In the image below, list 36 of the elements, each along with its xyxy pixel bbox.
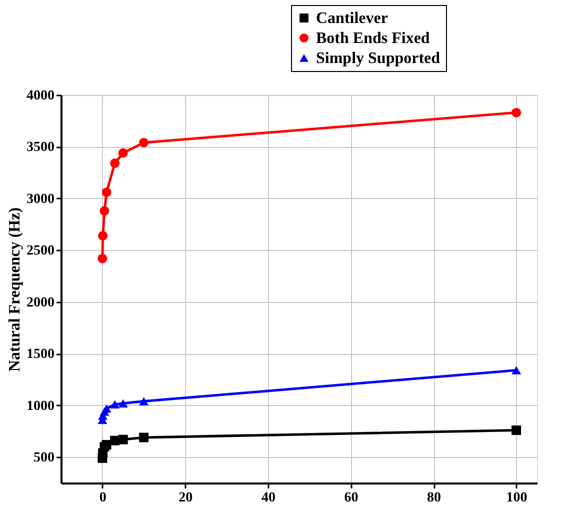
y-tick-label: 2500 xyxy=(26,244,54,259)
point xyxy=(139,432,149,442)
point xyxy=(139,138,149,148)
x-tick-label: 80 xyxy=(427,490,442,506)
point xyxy=(512,108,522,118)
point xyxy=(110,158,120,168)
y-tick-label: 1500 xyxy=(26,347,54,362)
y-tick-label: 1000 xyxy=(26,398,54,414)
point xyxy=(102,440,112,450)
y-axis-title: Natural Frequency (Hz) xyxy=(6,207,24,372)
point xyxy=(110,400,120,408)
point xyxy=(118,399,128,408)
x-tick-label: 60 xyxy=(344,490,358,506)
point xyxy=(98,254,108,264)
legend-label: Simply Supported xyxy=(316,50,440,67)
legend-label: Both Ends Fixed xyxy=(316,30,430,47)
x-tick-label: 20 xyxy=(178,490,193,506)
point xyxy=(98,230,108,240)
point xyxy=(139,397,149,406)
y-tick-label: 3500 xyxy=(26,140,54,156)
point xyxy=(512,425,522,435)
x-tick-label: 100 xyxy=(506,490,528,506)
point xyxy=(118,148,128,158)
y-tick-label: 2000 xyxy=(26,295,54,310)
point xyxy=(102,404,112,413)
y-tick-label: 3000 xyxy=(26,192,54,207)
point xyxy=(102,188,112,197)
x-tick-label: 0 xyxy=(99,490,106,506)
point xyxy=(118,434,128,444)
x-tick-label: 40 xyxy=(261,490,276,506)
point xyxy=(100,206,110,216)
point xyxy=(512,366,522,374)
point xyxy=(110,436,120,446)
legend-label: Cantilever xyxy=(316,10,388,27)
y-tick-label: 500 xyxy=(34,450,54,466)
y-tick-label: 4000 xyxy=(26,88,54,104)
